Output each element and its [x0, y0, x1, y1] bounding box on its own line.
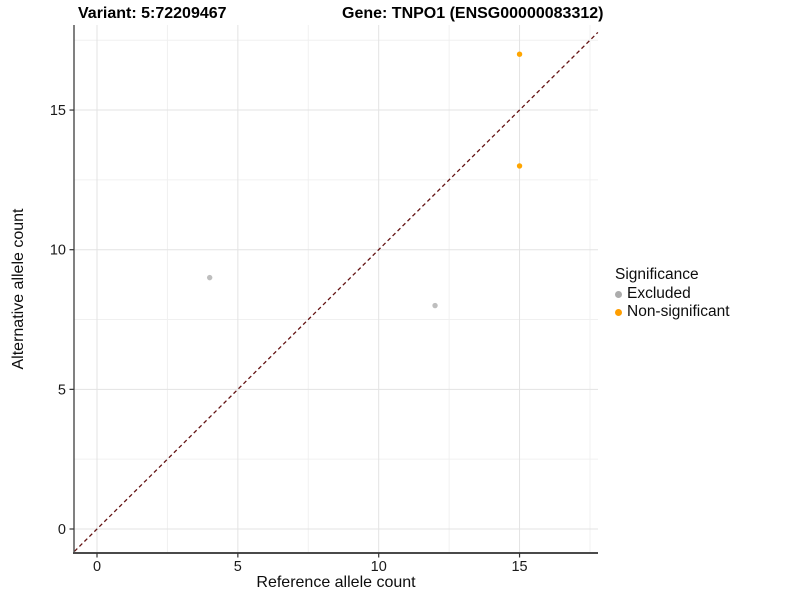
- legend-item-excluded: Excluded: [615, 285, 795, 303]
- non-significant-dot-icon: [615, 308, 622, 316]
- identity-line: [74, 31, 599, 552]
- x-tick-label: 10: [371, 559, 387, 575]
- y-tick-label: 0: [58, 522, 66, 538]
- y-tick-label: 10: [50, 243, 66, 259]
- gene-title: Gene: TNPO1 (ENSG00000083312): [342, 5, 604, 22]
- y-axis-title: Alternative allele count: [10, 208, 27, 370]
- y-tick-label: 5: [58, 382, 66, 398]
- legend-item-non-significant: Non-significant: [615, 303, 795, 321]
- legend-label-excluded: Excluded: [627, 285, 691, 302]
- variant-title: Variant: 5:72209467: [78, 5, 227, 22]
- legend: Significance Excluded Non-significant: [615, 266, 795, 321]
- data-point-excluded: [432, 302, 438, 309]
- data-point-non-significant: [516, 51, 523, 57]
- legend-label-non-significant: Non-significant: [627, 303, 730, 320]
- x-tick-label: 0: [93, 559, 101, 575]
- x-axis-title: Reference allele count: [256, 574, 416, 591]
- excluded-dot-icon: [615, 290, 622, 298]
- legend-title: Significance: [615, 266, 699, 283]
- y-tick-label: 15: [50, 103, 66, 119]
- data-point-non-significant: [516, 163, 523, 169]
- x-tick-label: 15: [511, 559, 527, 575]
- x-tick-label: 5: [234, 559, 242, 575]
- data-point-excluded: [206, 274, 213, 281]
